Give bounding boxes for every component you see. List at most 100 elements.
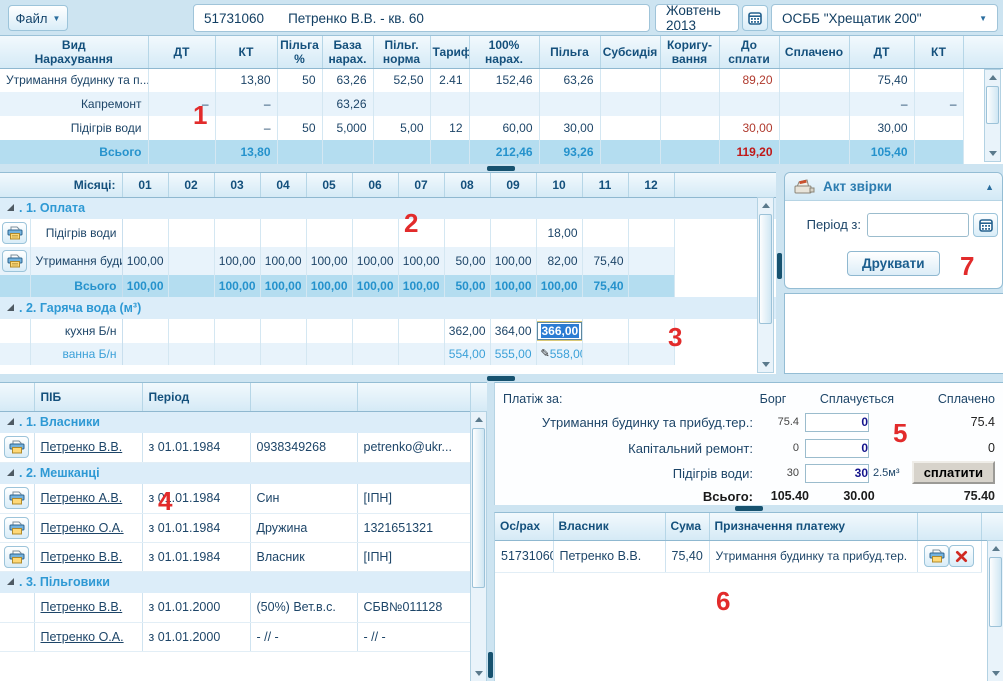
cell[interactable]: – — [148, 92, 216, 116]
cell[interactable] — [260, 343, 307, 365]
period-input[interactable] — [867, 213, 969, 237]
cell[interactable]: 2.41 — [430, 68, 470, 92]
cell[interactable] — [914, 116, 964, 140]
cell[interactable]: 18,00 — [536, 219, 583, 247]
cell[interactable]: 0938349268 — [250, 433, 358, 463]
scrollbar-thumb[interactable] — [989, 557, 1002, 627]
delete-payment-button[interactable] — [949, 545, 974, 568]
cell[interactable] — [469, 92, 540, 116]
cell[interactable] — [779, 68, 850, 92]
scrollbar-thumb[interactable] — [759, 214, 772, 324]
cell[interactable]: з 01.01.2000 — [142, 593, 251, 623]
cell[interactable] — [444, 219, 491, 247]
person-link[interactable]: Петренко О.А. — [40, 520, 124, 535]
print-row-button[interactable] — [2, 221, 28, 244]
person-link[interactable]: Петренко А.В. — [40, 491, 123, 506]
cell[interactable]: 30,00 — [539, 116, 601, 140]
scroll-up-button[interactable] — [985, 70, 1000, 85]
person-link[interactable]: Петренко В.В. — [40, 440, 123, 455]
print-row-button[interactable] — [4, 487, 30, 510]
print-row-button[interactable] — [4, 436, 30, 459]
cell[interactable]: - // - — [250, 622, 358, 652]
osbb-select[interactable]: ОСББ "Хрещатик 200" ▼ — [771, 4, 998, 32]
cell[interactable]: Дружина — [250, 513, 358, 543]
cell[interactable] — [373, 92, 431, 116]
cell[interactable] — [582, 219, 629, 247]
group-row-owners[interactable]: . 1. Власники — [0, 411, 487, 433]
cell[interactable] — [398, 343, 445, 365]
scrollbar-thumb[interactable] — [986, 86, 999, 124]
scroll-up-button[interactable] — [471, 412, 486, 427]
cell[interactable] — [306, 219, 353, 247]
person-link[interactable]: Петренко В.В. — [40, 600, 123, 615]
splitter[interactable] — [494, 505, 1003, 512]
cell[interactable]: 50,00 — [444, 247, 491, 275]
cell[interactable]: 63,26 — [322, 68, 374, 92]
group-row-beneficiaries[interactable]: . 3. Пільговики — [0, 571, 487, 593]
cell[interactable] — [600, 68, 661, 92]
cell[interactable] — [148, 116, 216, 140]
scroll-up-button[interactable] — [988, 541, 1003, 556]
cell[interactable] — [660, 68, 720, 92]
cell-due[interactable]: 30,00 — [719, 116, 780, 140]
cell[interactable]: Син — [250, 484, 358, 514]
cell[interactable]: 100,00 — [490, 247, 537, 275]
print-row-button[interactable] — [4, 545, 30, 568]
cell[interactable]: 100,00 — [352, 247, 399, 275]
print-row-button[interactable] — [2, 249, 28, 272]
splitter-handle[interactable] — [735, 506, 763, 511]
cell[interactable] — [398, 219, 445, 247]
cell[interactable] — [168, 219, 215, 247]
splitter-handle[interactable] — [777, 253, 782, 279]
cell[interactable]: 13,80 — [215, 68, 278, 92]
scrollbar[interactable] — [984, 69, 1001, 162]
group-row-oplata[interactable]: . 1. Оплата — [0, 197, 776, 219]
cell[interactable]: [ІПН] — [357, 484, 471, 514]
scroll-up-button[interactable] — [758, 198, 773, 213]
cell[interactable]: 5,00 — [373, 116, 431, 140]
cell[interactable] — [260, 319, 307, 343]
period-calendar-button[interactable] — [973, 213, 998, 237]
splitter-handle[interactable] — [487, 376, 515, 381]
cell[interactable] — [539, 92, 601, 116]
cell-editing[interactable]: 366,00 — [536, 319, 583, 343]
cell[interactable] — [214, 219, 261, 247]
cell[interactable]: 50 — [277, 68, 323, 92]
cell[interactable] — [122, 319, 169, 343]
print-receipt-button[interactable] — [924, 544, 949, 567]
cell[interactable]: - // - — [357, 622, 471, 652]
cell[interactable]: з 01.01.2000 — [142, 622, 251, 652]
cell[interactable] — [122, 343, 169, 365]
scrollbar[interactable] — [757, 197, 774, 373]
act-panel-header[interactable]: Акт звірки ▲ — [785, 173, 1002, 201]
cell-modified[interactable]: ✎558,00 — [536, 343, 583, 365]
cell[interactable] — [628, 219, 675, 247]
cell[interactable] — [490, 219, 537, 247]
cell[interactable]: [ІПН] — [357, 542, 471, 572]
cell[interactable]: з 01.01.1984 — [142, 433, 251, 463]
cell[interactable]: 100,00 — [122, 247, 169, 275]
cell[interactable] — [306, 319, 353, 343]
pay-amount-input[interactable] — [805, 463, 869, 483]
cell[interactable] — [306, 343, 353, 365]
cell[interactable]: 51731060 — [495, 540, 554, 573]
cell[interactable]: з 01.01.1984 — [142, 484, 251, 514]
scroll-down-button[interactable] — [471, 666, 486, 681]
cell[interactable] — [779, 116, 850, 140]
cell[interactable]: 60,00 — [469, 116, 540, 140]
cell[interactable]: – — [849, 92, 915, 116]
cell[interactable]: 364,00 — [490, 319, 537, 343]
cell[interactable] — [277, 92, 323, 116]
cell[interactable]: СБВ№011128 — [357, 593, 471, 623]
cell[interactable] — [148, 68, 216, 92]
collapse-icon[interactable]: ▲ — [985, 181, 994, 192]
cell[interactable]: 82,00 — [536, 247, 583, 275]
cell[interactable]: Капремонт — [0, 92, 149, 116]
cell[interactable] — [398, 319, 445, 343]
cell[interactable]: 75,40 — [849, 68, 915, 92]
scrollbar[interactable] — [470, 411, 487, 681]
cell[interactable] — [214, 343, 261, 365]
cell[interactable] — [660, 92, 720, 116]
cell[interactable] — [628, 343, 675, 365]
cell-due[interactable]: 89,20 — [719, 68, 780, 92]
